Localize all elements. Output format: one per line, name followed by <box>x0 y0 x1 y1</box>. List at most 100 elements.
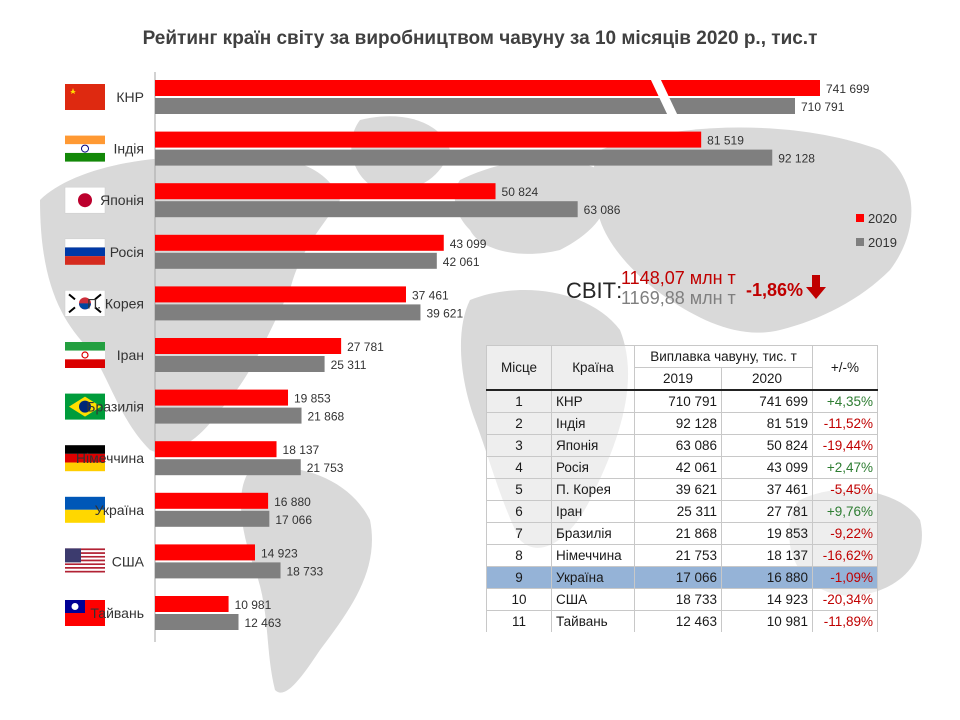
table-cell-country: Індія <box>551 412 635 435</box>
category-label: Японія <box>100 192 144 208</box>
table-cell-2019: 39 621 <box>634 478 722 501</box>
table-row: 8 Німеччина 21 753 18 137 -16,62% <box>486 544 878 567</box>
iran-flag-icon <box>65 342 105 368</box>
data-label-2019: 21 868 <box>308 410 345 424</box>
table-cell-2020: 16 880 <box>721 566 813 589</box>
chart-legend: 2020 2019 <box>856 206 897 254</box>
table-cell-2019: 17 066 <box>634 566 722 589</box>
table-cell-2020: 50 824 <box>721 434 813 457</box>
table-header-country: Країна <box>551 345 635 391</box>
table-cell-change: -11,89% <box>812 610 878 632</box>
data-label-2019: 42 061 <box>443 255 480 269</box>
legend-label-2019: 2019 <box>868 234 897 250</box>
south-korea-flag-icon <box>64 290 106 317</box>
axis-break-marker <box>650 78 678 116</box>
table-cell-place: 4 <box>486 456 552 479</box>
bar-2019 <box>155 304 421 321</box>
table-cell-country: Бразилія <box>551 522 635 545</box>
world-value-2020: 1148,07 млн т <box>621 268 736 288</box>
table-cell-place: 7 <box>486 522 552 545</box>
table-cell-country: Україна <box>551 566 635 589</box>
table-cell-2020: 14 923 <box>721 588 813 611</box>
table-cell-2019: 18 733 <box>634 588 722 611</box>
table-cell-change: -9,22% <box>812 522 878 545</box>
table-cell-place: 10 <box>486 588 552 611</box>
table-cell-2019: 63 086 <box>634 434 722 457</box>
bar-2020 <box>155 183 496 200</box>
data-label-2020: 37 461 <box>412 288 449 302</box>
bar-2019 <box>155 252 437 269</box>
table-row: 7 Бразилія 21 868 19 853 -9,22% <box>486 522 878 545</box>
usa-flag-icon <box>65 548 105 575</box>
data-label-2019: 21 753 <box>307 461 344 475</box>
table-row: 3 Японія 63 086 50 824 -19,44% <box>486 434 878 457</box>
table-cell-place: 2 <box>486 412 552 435</box>
table-row: 10 США 18 733 14 923 -20,34% <box>486 588 878 611</box>
table-header-2020: 2020 <box>721 367 813 391</box>
category-label: Бразилія <box>86 399 144 415</box>
data-label-2019: 18 733 <box>287 564 324 578</box>
category-label: Росія <box>110 244 144 260</box>
data-label-2020: 10 981 <box>235 598 272 612</box>
brazil-flag-icon <box>65 393 105 420</box>
world-value-2019: 1169,88 млн т <box>621 288 736 308</box>
table-cell-place: 11 <box>486 610 552 632</box>
table-cell-place: 5 <box>486 478 552 501</box>
table-cell-2019: 21 868 <box>634 522 722 545</box>
bar-2020 <box>155 389 289 406</box>
bar-2019 <box>155 356 325 372</box>
bar-2020 <box>155 338 342 354</box>
table-cell-country: Німеччина <box>551 544 635 567</box>
table-row: 1 КНР 710 791 741 699 +4,35% <box>486 390 878 413</box>
table-header-production: Виплавка чавуну, тис. т <box>634 345 813 368</box>
table-cell-2019: 710 791 <box>634 390 722 413</box>
india-flag-icon <box>65 135 105 162</box>
russia-flag-icon <box>64 238 106 265</box>
bar-2020 <box>155 131 702 148</box>
table-cell-change: +4,35% <box>812 390 878 413</box>
legend-swatch-2020 <box>856 214 864 222</box>
table-cell-country: Іран <box>551 500 635 523</box>
legend-label-2020: 2020 <box>868 210 897 226</box>
category-label: Тайвань <box>90 605 144 621</box>
data-label-2020: 50 824 <box>502 185 539 199</box>
bar-2019 <box>155 98 795 114</box>
table-cell-country: Росія <box>551 456 635 479</box>
china-flag-icon <box>65 84 105 110</box>
category-label: Індія <box>114 141 144 157</box>
table-row: 5 П. Корея 39 621 37 461 -5,45% <box>486 478 878 501</box>
table-cell-country: П. Корея <box>551 478 635 501</box>
world-total-summary: СВІТ: 1148,07 млн т 1169,88 млн т -1,86% <box>566 266 896 316</box>
category-label: П. Корея <box>87 295 144 311</box>
data-label-2020: 18 137 <box>283 443 320 457</box>
data-label-2020: 14 923 <box>261 546 298 560</box>
table-cell-change: -20,34% <box>812 588 878 611</box>
table-cell-country: Тайвань <box>551 610 635 632</box>
ukraine-flag-icon <box>65 496 105 523</box>
bar-2020 <box>155 544 255 561</box>
legend-item-2020: 2020 <box>856 206 897 230</box>
table-cell-2020: 37 461 <box>721 478 813 501</box>
category-label: Україна <box>95 502 145 518</box>
table-cell-2020: 27 781 <box>721 500 813 523</box>
table-cell-country: КНР <box>551 390 635 413</box>
germany-flag-icon <box>65 445 105 472</box>
data-label-2019: 710 791 <box>801 100 845 114</box>
table-cell-2019: 25 311 <box>634 500 722 523</box>
table-row: 2 Індія 92 128 81 519 -11,52% <box>486 412 878 435</box>
table-row: 9 Україна 17 066 16 880 -1,09% <box>486 566 878 589</box>
category-label: Німеччина <box>76 450 144 466</box>
chart-title: Рейтинг країн світу за виробництвом чаву… <box>142 28 818 49</box>
table-cell-change: +2,47% <box>812 456 878 479</box>
table-cell-2020: 19 853 <box>721 522 813 545</box>
data-label-2019: 39 621 <box>426 306 463 320</box>
bar-2020 <box>155 286 406 303</box>
bar-2020 <box>155 80 820 96</box>
data-label-2020: 27 781 <box>347 340 384 354</box>
category-label: Іран <box>117 347 144 363</box>
table-cell-2019: 12 463 <box>634 610 722 632</box>
south-america-shape <box>240 467 372 693</box>
table-cell-place: 8 <box>486 544 552 567</box>
legend-item-2019: 2019 <box>856 230 897 254</box>
